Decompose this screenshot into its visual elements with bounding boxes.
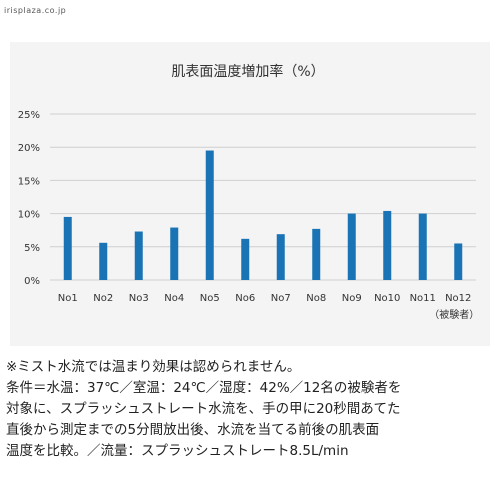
bar-no1 [63, 216, 72, 280]
x-tick-label: No1 [58, 293, 78, 304]
x-tick-label: No8 [306, 293, 326, 304]
y-tick-label: 15% [18, 176, 40, 187]
chart-title: 肌表面温度増加率（%） [171, 63, 324, 80]
x-tick-label: No5 [200, 293, 220, 304]
x-tick-label: No7 [271, 293, 291, 304]
bar-no8 [312, 228, 321, 280]
bar-no3 [134, 231, 143, 280]
bar-no2 [99, 242, 108, 280]
y-tick-label: 20% [18, 143, 40, 154]
y-tick-label: 25% [18, 110, 40, 121]
note-line: 条件＝水温：37℃／室温：24℃／湿度：42%／12名の被験者を [6, 380, 402, 396]
bar-no9 [347, 213, 356, 280]
x-tick-label: No4 [164, 293, 184, 304]
bar-no11 [418, 213, 427, 280]
bar-no5 [205, 150, 214, 280]
x-tick-label: No12 [445, 293, 471, 304]
x-tick-label: No11 [410, 293, 436, 304]
x-tick-label: No3 [129, 293, 149, 304]
bar-no10 [383, 210, 392, 280]
x-tick-label: No9 [342, 293, 362, 304]
note-line: 温度を比較。／流量：スプラッシュストレート8.5L/min [6, 443, 349, 459]
y-tick-label: 0% [24, 276, 40, 287]
bar-no12 [454, 243, 463, 280]
x-tick-label: No10 [374, 293, 400, 304]
bar-no4 [170, 227, 179, 280]
y-tick-label: 5% [24, 243, 40, 254]
y-tick-label: 10% [18, 210, 40, 221]
note-line: ※ミスト水流では温まり効果は認められません。 [6, 359, 301, 375]
site-label: irisplaza.co.jp [4, 6, 67, 15]
note-line: 対象に、スプラッシュストレート水流を、手の甲に20秒間あてた [6, 401, 401, 417]
x-sublabel: （被験者） [429, 308, 479, 321]
x-tick-label: No6 [235, 293, 255, 304]
notes: ※ミスト水流では温まり効果は認められません。 条件＝水温：37℃／室温：24℃／… [6, 357, 496, 462]
x-tick-label: No2 [93, 293, 113, 304]
bar-no7 [276, 234, 285, 280]
chart-panel: 肌表面温度増加率（%） 0% 5% 10% 15% 20% 25% No1 No2 No3 No4 N… [10, 42, 490, 346]
note-line: 直後から測定までの5分間放出後、水流を当てる前後の肌表面 [6, 422, 380, 438]
bar-no6 [241, 238, 250, 280]
bar-chart: 肌表面温度増加率（%） 0% 5% 10% 15% 20% 25% No1 No2 No3 No4 N… [18, 63, 479, 321]
